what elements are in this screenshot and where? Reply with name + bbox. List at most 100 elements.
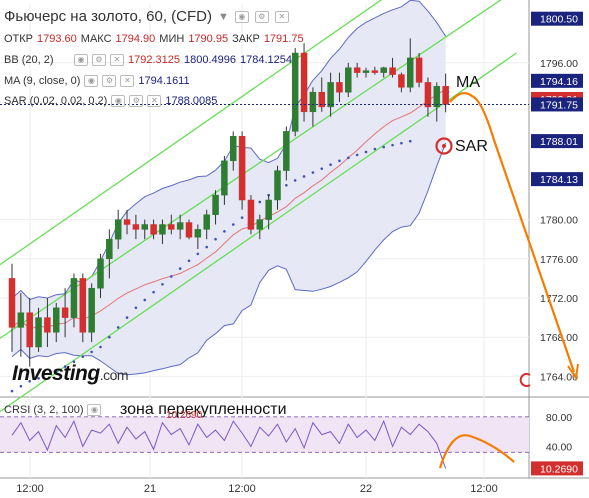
price-label-box (531, 134, 583, 149)
candle-body (132, 224, 140, 230)
sar-marker-dot (442, 144, 446, 148)
forecast-arrow (449, 91, 576, 373)
candle-body (168, 224, 175, 230)
title-row: Фьючерс на золото, 60, (CFD) ▼ ◉ ⚙ ✕ (4, 8, 289, 25)
sar-marker-circle (435, 137, 453, 155)
candle-body (53, 307, 60, 333)
candle-body (194, 229, 202, 238)
sar-annotation: SAR (455, 138, 488, 155)
sar-point (54, 370, 58, 373)
ohlc-open-label: ОТКР (4, 33, 34, 45)
candle-body (17, 312, 25, 328)
eye-icon[interactable]: ◉ (84, 75, 99, 87)
sar-point (293, 179, 297, 182)
eye-icon[interactable]: ◉ (87, 404, 102, 416)
price-label: 1791.75 (540, 99, 578, 111)
eye-icon[interactable]: ◉ (234, 10, 249, 23)
close-icon[interactable]: ✕ (110, 54, 124, 66)
sar-point (347, 156, 350, 160)
candle-body (35, 317, 42, 348)
investing-logo: Investing.com (12, 362, 129, 386)
sar-point (90, 350, 93, 354)
close-icon[interactable]: ✕ (120, 75, 135, 87)
sar-point (258, 200, 262, 204)
sar-point (320, 167, 324, 170)
sar-point (400, 141, 403, 145)
price-label-box (531, 172, 583, 187)
close-icon[interactable]: ✕ (147, 95, 162, 107)
candle-body (26, 312, 33, 348)
candle-body (274, 170, 281, 201)
bb-name[interactable]: BB (20, 2) (4, 54, 54, 66)
settings-icon[interactable]: ⚙ (254, 10, 269, 23)
sar-name[interactable]: SAR (0.02, 0.02, 0.2) (4, 95, 108, 107)
crsi-overbought-zone (0, 416, 529, 453)
overbought-annotation: зона перекупленности (120, 401, 287, 418)
candle-body (159, 224, 166, 235)
logo-main: Investing (12, 362, 100, 385)
sar-point (187, 259, 191, 263)
eye-icon[interactable]: ◉ (111, 95, 126, 107)
crsi-overlay-value: 10.2690 (166, 410, 203, 421)
candle-body (389, 67, 396, 75)
ma-name[interactable]: MA (9, close, 0) (4, 75, 81, 87)
price-tick-label: 1764.00 (540, 371, 578, 383)
candle-body (238, 136, 246, 201)
candle-body (176, 222, 184, 230)
eye-icon[interactable]: ◉ (74, 54, 88, 66)
sar-row: SAR (0.02, 0.02, 0.2) ◉ ⚙ ✕ 1788.0085 (4, 95, 217, 107)
sar-point (10, 389, 14, 393)
sar-point (63, 365, 67, 368)
ohlc-close-label: ЗАКР (232, 33, 260, 45)
candle-body (203, 214, 210, 230)
candle-body (123, 219, 131, 225)
crsi-line (11, 419, 447, 469)
candle-body (97, 258, 104, 289)
chevron-down-icon[interactable]: ▼ (217, 10, 229, 23)
candle-body (380, 67, 387, 73)
price-label-box (531, 97, 583, 112)
sar-point (391, 143, 394, 147)
ma-value: 1794.1611 (138, 75, 190, 87)
candle-body (44, 317, 51, 333)
price-tick-label: 1768.00 (540, 332, 578, 344)
sar-point (19, 384, 23, 388)
crsi-tick-bg (531, 409, 583, 424)
ohlc-high-label: МАКС (80, 33, 112, 45)
candle-body (106, 238, 113, 260)
candle-body (70, 278, 78, 318)
price-tick-label: 1796.00 (540, 58, 578, 70)
candle-body (407, 57, 414, 88)
close-icon[interactable]: ✕ (274, 10, 289, 23)
trend-channel-line (0, 52, 517, 413)
crsi-name[interactable]: CRSI (3, 2, 100) (4, 404, 84, 416)
settings-icon[interactable]: ⚙ (102, 75, 117, 87)
price-tick-label: 1780.00 (540, 215, 578, 227)
sar-point (108, 335, 111, 339)
price-label: 1784.13 (540, 174, 578, 186)
sar-point (28, 380, 32, 383)
candle-body (327, 82, 334, 108)
candle-body (424, 82, 432, 108)
ohlc-high-value: 1794.90 (115, 33, 156, 45)
candle-body (291, 52, 299, 132)
sar-point (223, 230, 226, 233)
candle-body (398, 74, 405, 88)
candle-body (265, 199, 272, 220)
sar-point (364, 150, 368, 154)
candle-body (283, 131, 290, 171)
price-tick-label: 1772.00 (540, 293, 578, 305)
candle-body (61, 307, 69, 318)
crsi-forecast-arrow (438, 434, 515, 469)
candle-body (300, 52, 308, 113)
sar-point (72, 360, 76, 364)
candle-body (336, 82, 343, 93)
settings-icon[interactable]: ⚙ (129, 95, 144, 107)
crsi-last-box (531, 461, 583, 476)
settings-icon[interactable]: ⚙ (92, 54, 106, 66)
sar-point (134, 306, 138, 310)
sar-point (81, 355, 85, 359)
candle-body (150, 224, 157, 235)
chart-title[interactable]: Фьючерс на золото, 60, (CFD) (4, 8, 212, 25)
bb-lower-value: 1784.1254 (240, 54, 292, 66)
